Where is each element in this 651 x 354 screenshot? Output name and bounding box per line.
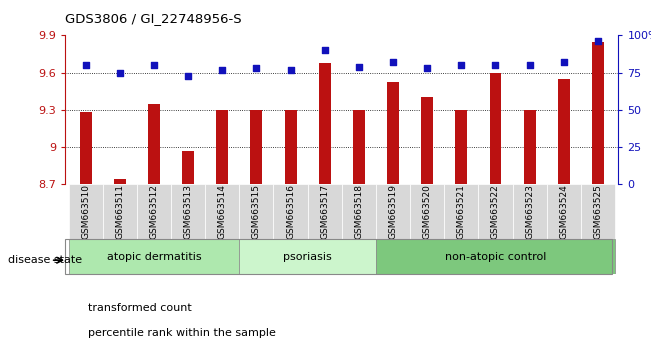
FancyBboxPatch shape	[308, 184, 342, 239]
FancyBboxPatch shape	[444, 184, 478, 239]
FancyBboxPatch shape	[376, 239, 615, 274]
Text: GSM663511: GSM663511	[115, 184, 124, 239]
Text: non-atopic control: non-atopic control	[445, 252, 546, 262]
Bar	[182, 150, 194, 184]
Text: GSM663522: GSM663522	[491, 184, 500, 239]
Bar	[79, 112, 92, 184]
Bar	[523, 110, 536, 184]
Bar	[216, 110, 229, 184]
Bar	[148, 103, 160, 184]
Point	[217, 67, 227, 73]
Text: GSM663518: GSM663518	[354, 184, 363, 239]
Text: transformed count: transformed count	[88, 303, 191, 313]
FancyBboxPatch shape	[205, 184, 240, 239]
FancyBboxPatch shape	[478, 184, 512, 239]
Text: atopic dermatitis: atopic dermatitis	[107, 252, 201, 262]
Text: GSM663524: GSM663524	[559, 184, 568, 239]
Point	[422, 65, 432, 71]
Point	[148, 62, 159, 68]
Point	[490, 62, 501, 68]
Point	[285, 67, 296, 73]
Point	[388, 59, 398, 65]
Text: GSM663510: GSM663510	[81, 184, 90, 239]
FancyBboxPatch shape	[376, 184, 410, 239]
FancyBboxPatch shape	[547, 184, 581, 239]
FancyBboxPatch shape	[240, 184, 273, 239]
Point	[456, 62, 467, 68]
Point	[183, 73, 193, 78]
FancyBboxPatch shape	[410, 184, 444, 239]
FancyBboxPatch shape	[240, 239, 376, 274]
Text: GSM663516: GSM663516	[286, 184, 295, 239]
Point	[525, 62, 535, 68]
FancyBboxPatch shape	[171, 184, 205, 239]
Bar	[592, 41, 604, 184]
Bar	[251, 110, 262, 184]
Point	[353, 64, 364, 69]
Bar	[455, 110, 467, 184]
Text: percentile rank within the sample: percentile rank within the sample	[88, 328, 276, 338]
FancyBboxPatch shape	[103, 184, 137, 239]
FancyBboxPatch shape	[68, 184, 103, 239]
Point	[559, 59, 569, 65]
Text: GSM663513: GSM663513	[184, 184, 193, 239]
Text: disease state: disease state	[8, 255, 83, 265]
Point	[593, 39, 603, 44]
Bar	[421, 97, 433, 184]
FancyBboxPatch shape	[273, 184, 308, 239]
Text: GSM663515: GSM663515	[252, 184, 261, 239]
Bar	[558, 79, 570, 184]
Point	[251, 65, 262, 71]
FancyBboxPatch shape	[342, 184, 376, 239]
FancyBboxPatch shape	[137, 184, 171, 239]
Bar	[114, 179, 126, 184]
FancyBboxPatch shape	[581, 184, 615, 239]
Bar	[284, 110, 296, 184]
Text: GSM663520: GSM663520	[422, 184, 432, 239]
Text: GDS3806 / GI_22748956-S: GDS3806 / GI_22748956-S	[65, 12, 242, 25]
Text: GSM663512: GSM663512	[150, 184, 158, 239]
Text: GSM663519: GSM663519	[389, 184, 398, 239]
Point	[320, 47, 330, 53]
Text: GSM663517: GSM663517	[320, 184, 329, 239]
Text: psoriasis: psoriasis	[283, 252, 332, 262]
FancyBboxPatch shape	[512, 184, 547, 239]
Text: GSM663514: GSM663514	[217, 184, 227, 239]
Text: GSM663523: GSM663523	[525, 184, 534, 239]
Bar	[319, 63, 331, 184]
Point	[115, 70, 125, 75]
Text: GSM663525: GSM663525	[594, 184, 602, 239]
Bar	[490, 73, 501, 184]
FancyBboxPatch shape	[68, 239, 240, 274]
Text: GSM663521: GSM663521	[457, 184, 466, 239]
Bar	[353, 110, 365, 184]
Point	[80, 62, 90, 68]
Bar	[387, 82, 399, 184]
